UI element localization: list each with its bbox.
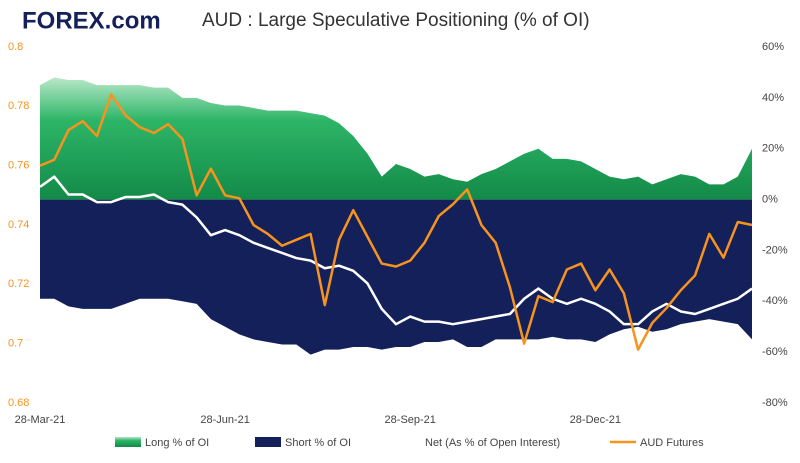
y-tick-label: 0.7 [8, 338, 23, 350]
logo: FOREX.com [22, 7, 161, 34]
y-tick-label: 0.68 [8, 397, 29, 409]
y2-tick-label: 60% [762, 41, 784, 53]
y2-tick-label: -80% [762, 397, 788, 409]
y2-tick-label: 40% [762, 92, 784, 104]
x-tick-label: 28-Mar-21 [15, 414, 66, 426]
y-tick-label: 0.78 [8, 100, 29, 112]
line [39, 93, 753, 351]
y-tick-label: 0.72 [8, 278, 29, 290]
y-tick-label: 0.8 [8, 41, 23, 53]
legend-label: AUD Futures [640, 437, 704, 449]
x-tick-label: 28-Sep-21 [385, 414, 436, 426]
legend-label: Long % of OI [145, 437, 209, 449]
y2-tick-label: 20% [762, 143, 784, 155]
area [40, 77, 752, 200]
area [40, 199, 752, 355]
y2-tick-label: -40% [762, 295, 788, 307]
y-tick-label: 0.76 [8, 160, 29, 172]
y2-tick-label: -20% [762, 244, 788, 256]
line [39, 175, 753, 326]
legend-label: Short % of OI [285, 437, 351, 449]
legend-swatch [115, 437, 141, 447]
y2-tick-label: -60% [762, 346, 788, 358]
legend-label: Net (As % of Open Interest) [425, 437, 560, 449]
x-tick-label: 28-Jun-21 [200, 414, 250, 426]
y-tick-label: 0.74 [8, 219, 29, 231]
y2-tick-label: 0% [762, 193, 778, 205]
x-tick-label: 28-Dec-21 [570, 414, 621, 426]
legend-swatch [255, 437, 281, 447]
chart-title: AUD : Large Speculative Positioning (% o… [202, 10, 590, 31]
